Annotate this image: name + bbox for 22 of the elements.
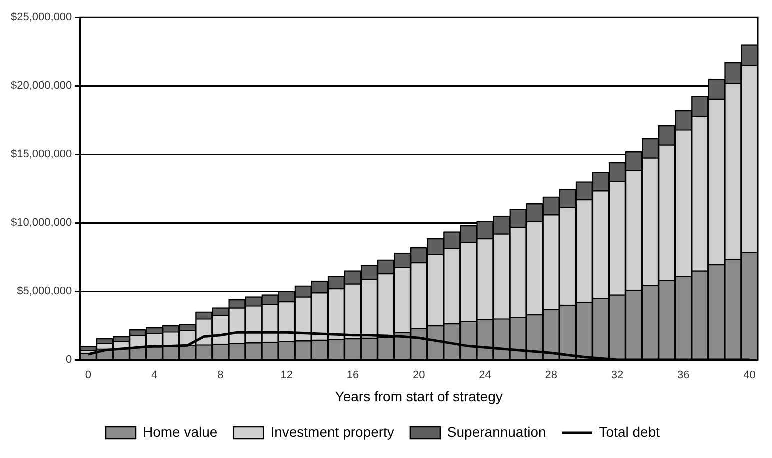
legend-label: Total debt [599, 424, 660, 440]
y-tick-label: $10,000,000 [11, 217, 72, 230]
x-tick-label: 20 [412, 370, 426, 382]
x-tick-label: 28 [545, 370, 558, 382]
legend-label: Home value [143, 424, 218, 440]
y-tick-label: $25,000,000 [11, 12, 72, 24]
y-tick-label: $5,000,000 [17, 286, 72, 298]
x-tick-label: 4 [152, 370, 158, 382]
x-tick-label: 8 [218, 370, 224, 382]
x-tick-label: 12 [280, 370, 293, 382]
y-tick-label: 0 [66, 354, 72, 366]
x-axis-title: Years from start of strategy [335, 388, 503, 404]
legend-label: Superannuation [447, 424, 546, 440]
y-tick-label: $15,000,000 [11, 148, 72, 161]
x-tick-label: 16 [346, 370, 360, 382]
legend-label: Investment property [270, 424, 394, 440]
y-tick-label: $20,000,000 [11, 80, 72, 92]
x-tick-label: 32 [611, 370, 624, 382]
x-tick-label: 36 [677, 370, 690, 382]
x-tick-label: 40 [744, 370, 756, 382]
x-tick-label: 0 [85, 370, 92, 382]
x-tick-label: 24 [479, 370, 492, 382]
